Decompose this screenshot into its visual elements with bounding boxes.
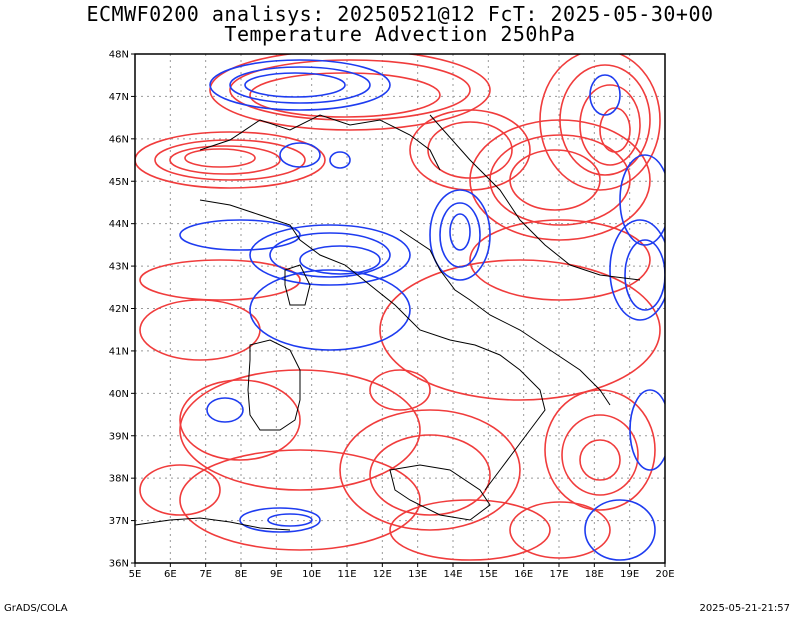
x-tick-label: 10E (302, 569, 321, 580)
x-tick-label: 20E (655, 569, 674, 580)
y-tick-label: 43N (109, 262, 129, 273)
x-tick-label: 14E (443, 569, 462, 580)
y-tick-label: 38N (109, 474, 129, 485)
y-tick-label: 37N (109, 516, 129, 527)
y-tick-label: 39N (109, 431, 129, 442)
y-tick-label: 36N (109, 559, 129, 570)
x-tick-label: 8E (235, 569, 248, 580)
y-tick-label: 42N (109, 304, 129, 315)
warm-advection-contours (135, 54, 661, 561)
cold-advection-contours (179, 59, 665, 561)
y-tick-label: 47N (109, 92, 129, 103)
y-tick-label: 44N (109, 219, 129, 230)
y-tick-label: 48N (109, 50, 129, 61)
y-tick-label: 45N (109, 177, 129, 188)
y-tick-label: 46N (109, 134, 129, 145)
latitude-axis: 36N 37N 38N 39N 40N 41N 42N 43N 44N 45N 46N 47N 48N (109, 50, 135, 570)
x-tick-label: 12E (373, 569, 392, 580)
advection-contours (135, 54, 665, 561)
x-tick-label: 9E (270, 569, 283, 580)
x-tick-label: 5E (129, 569, 142, 580)
x-tick-label: 17E (549, 569, 568, 580)
coastlines (135, 114, 641, 531)
map-title: ECMWF0200 analisys: 20250521@12 FcT: 202… (86, 2, 714, 26)
x-tick-label: 18E (585, 569, 604, 580)
x-tick-label: 16E (514, 569, 533, 580)
footer-timestamp: 2025-05-21-21:57 (699, 603, 790, 614)
x-tick-label: 15E (479, 569, 498, 580)
y-tick-label: 41N (109, 346, 129, 357)
map-subtitle: Temperature Advection 250hPa (224, 22, 576, 46)
x-tick-label: 6E (164, 569, 177, 580)
x-tick-label: 7E (199, 569, 212, 580)
x-tick-label: 11E (337, 569, 356, 580)
footer-credit: GrADS/COLA (4, 603, 68, 614)
x-tick-label: 19E (620, 569, 639, 580)
y-tick-label: 40N (109, 389, 129, 400)
x-tick-label: 13E (408, 569, 427, 580)
graticule (135, 54, 665, 563)
longitude-axis: 5E 6E 7E 8E 9E 10E 11E 12E 13E 14E 15E 16E 17E 18E 19E… (129, 563, 675, 580)
